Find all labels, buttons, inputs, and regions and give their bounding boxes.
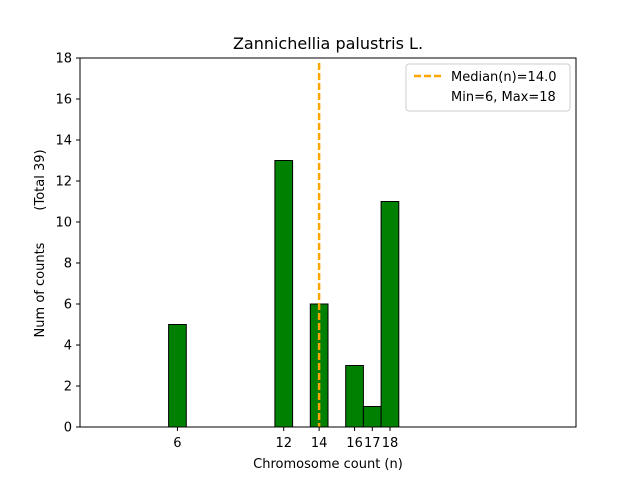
chart-title: Zannichellia palustris L. <box>233 34 423 53</box>
y-tick-label: 2 <box>64 380 72 395</box>
x-tick-label: 18 <box>382 436 399 451</box>
legend-entry-min-max: Min=6, Max=18 <box>451 90 556 105</box>
x-tick-label: 16 <box>346 436 363 451</box>
y-ticks: 0 2 4 6 8 10 12 14 16 18 <box>55 52 80 436</box>
y-tick-label: 8 <box>64 257 72 272</box>
legend-box <box>405 63 571 112</box>
x-tick-label: 14 <box>311 436 328 451</box>
y-tick-label: 4 <box>64 339 72 354</box>
bar-16 <box>345 365 364 428</box>
y-axis-label: Num of counts <box>33 242 48 337</box>
plot-frame <box>79 57 577 428</box>
x-axis-label: Chromosome count (n) <box>253 457 403 472</box>
y-tick-label: 10 <box>55 216 72 231</box>
y-tick-label: 6 <box>64 298 72 313</box>
y-axis-total-label: (Total 39) <box>33 149 48 210</box>
y-tick-label: 0 <box>64 421 72 436</box>
bar-17 <box>362 406 382 428</box>
x-tick-label: 6 <box>173 436 181 451</box>
x-ticks: 6 12 14 16 17 18 <box>173 427 398 451</box>
y-tick-label: 16 <box>55 93 72 108</box>
y-tick-label: 12 <box>55 175 72 190</box>
x-tick-label: 12 <box>275 436 292 451</box>
y-tick-label: 18 <box>55 52 72 67</box>
legend: Median(n)=14.0 Min=6, Max=18 <box>405 63 571 112</box>
y-tick-label: 14 <box>55 134 72 149</box>
legend-entry-median: Median(n)=14.0 <box>451 70 557 85</box>
bar-6 <box>168 324 187 428</box>
x-tick-label: 17 <box>364 436 381 451</box>
bar-12 <box>274 160 294 428</box>
bar-18 <box>380 201 400 428</box>
